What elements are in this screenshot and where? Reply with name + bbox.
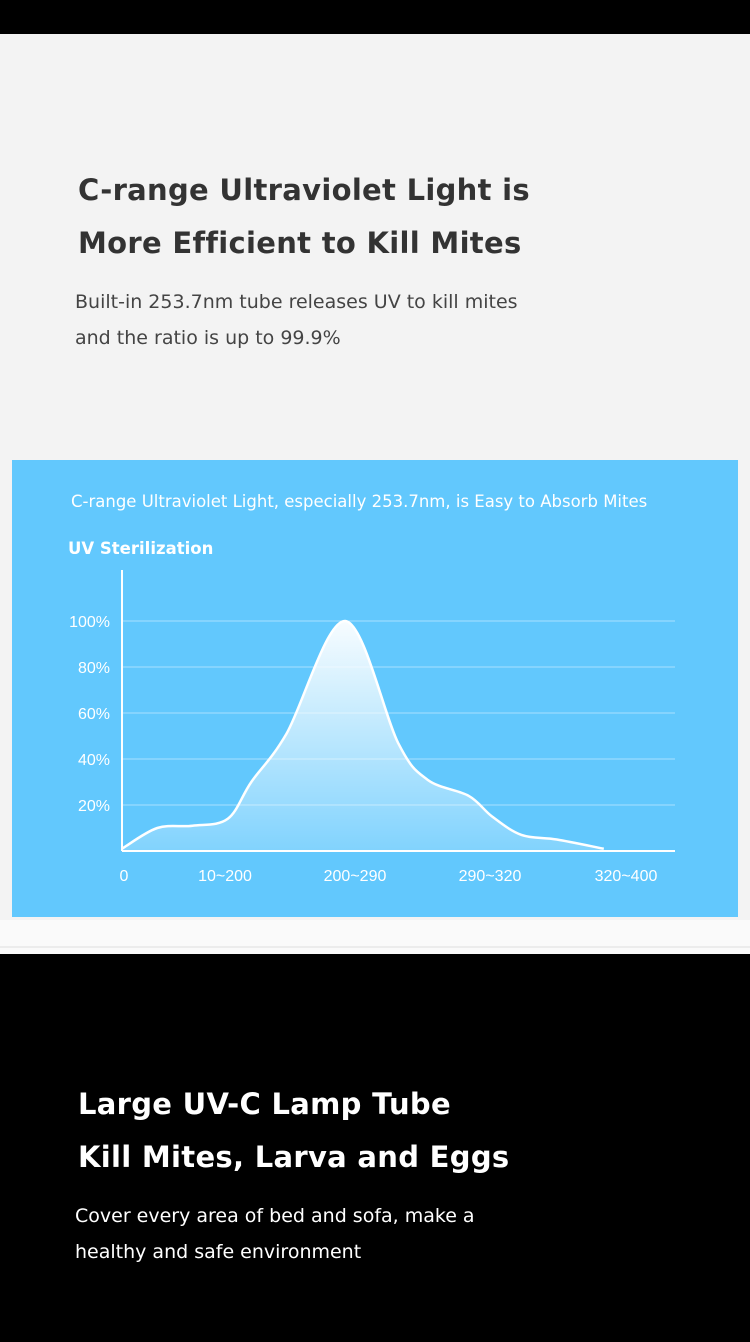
section-heading-lamp: Large UV-C Lamp Tube Kill Mites, Larva a…	[78, 1078, 509, 1184]
chart-x-tick-label: 10~200	[198, 868, 252, 885]
chart-y-tick-label: 40%	[78, 752, 110, 769]
description-line-1: Cover every area of bed and sofa, make a	[75, 1205, 475, 1227]
heading-line-1: C-range Ultraviolet Light is	[78, 173, 530, 207]
section-divider	[0, 920, 750, 954]
chart-x-tick-labels: 0 10~200 200~290 290~320 320~400	[120, 868, 658, 885]
chart-y-tick-label: 100%	[69, 614, 110, 631]
chart-y-tick-label: 60%	[78, 706, 110, 723]
chart-y-tick-label: 20%	[78, 798, 110, 815]
heading-line-1: Large UV-C Lamp Tube	[78, 1087, 451, 1121]
chart-x-tick-label: 0	[120, 868, 129, 885]
chart-y-axis-title: UV Sterilization	[68, 539, 214, 558]
section-heading-uv: C-range Ultraviolet Light is More Effici…	[78, 164, 530, 270]
chart-caption: C-range Ultraviolet Light, especially 25…	[71, 492, 648, 511]
description-line-1: Built-in 253.7nm tube releases UV to kil…	[75, 291, 518, 313]
heading-line-2: Kill Mites, Larva and Eggs	[78, 1140, 510, 1174]
chart-x-tick-label: 200~290	[324, 868, 387, 885]
chart-x-tick-label: 290~320	[459, 868, 522, 885]
top-bar	[0, 0, 750, 34]
chart-area-fill	[122, 620, 604, 851]
section-description-lamp: Cover every area of bed and sofa, make a…	[75, 1198, 475, 1270]
chart-y-tick-label: 80%	[78, 660, 110, 677]
divider-line	[0, 946, 750, 948]
chart-curve-line	[121, 619, 605, 850]
chart-y-tick-labels: 20% 40% 60% 80% 100%	[69, 614, 110, 815]
chart-x-tick-label: 320~400	[595, 868, 658, 885]
section-description-uv: Built-in 253.7nm tube releases UV to kil…	[75, 284, 518, 356]
heading-line-2: More Efficient to Kill Mites	[78, 226, 522, 260]
description-line-2: healthy and safe environment	[75, 1241, 362, 1263]
description-line-2: and the ratio is up to 99.9%	[75, 327, 341, 349]
